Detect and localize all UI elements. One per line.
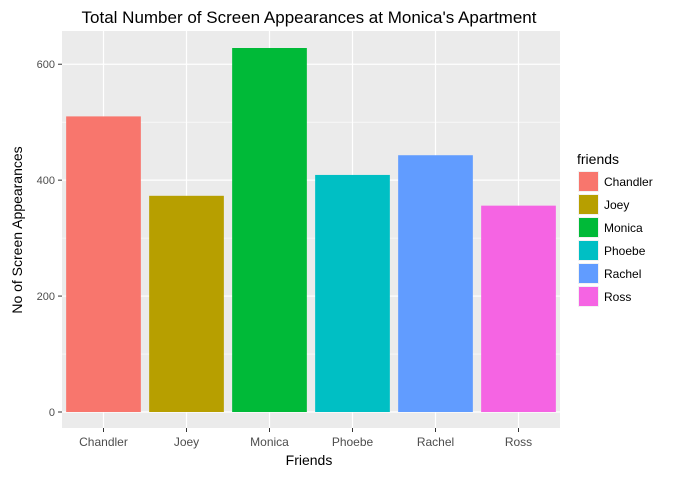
x-tick-label: Phoebe bbox=[332, 435, 374, 449]
legend-swatch-chandler bbox=[579, 172, 598, 191]
legend-label-joey: Joey bbox=[604, 198, 629, 212]
x-tick-label: Chandler bbox=[79, 435, 128, 449]
x-axis: Chandler Joey Monica Phoebe Rachel Ross bbox=[79, 428, 532, 449]
x-tick-label: Monica bbox=[250, 435, 289, 449]
y-tick-label: 200 bbox=[37, 291, 55, 303]
y-axis-title: No of Screen Appearances bbox=[9, 146, 25, 313]
y-tick-label: 600 bbox=[37, 59, 55, 71]
bar-rachel bbox=[398, 155, 473, 412]
x-tick-label: Rachel bbox=[417, 435, 454, 449]
legend-label-chandler: Chandler bbox=[604, 175, 653, 189]
bar-ross bbox=[481, 205, 556, 412]
legend-label-monica: Monica bbox=[604, 221, 643, 235]
legend-swatch-phoebe bbox=[579, 241, 598, 260]
bar-chandler bbox=[66, 116, 141, 413]
bar-phoebe bbox=[315, 174, 390, 412]
y-tick-label: 400 bbox=[37, 175, 55, 187]
legend-swatch-rachel bbox=[579, 264, 598, 283]
legend-label-rachel: Rachel bbox=[604, 267, 641, 281]
legend-swatch-joey bbox=[579, 195, 598, 214]
x-axis-title: Friends bbox=[286, 452, 333, 468]
y-tick-label: 0 bbox=[49, 407, 55, 419]
legend-swatch-ross bbox=[579, 287, 598, 306]
legend-swatch-monica bbox=[579, 218, 598, 237]
x-tick-label: Ross bbox=[505, 435, 532, 449]
legend-items: Chandler Joey Monica Phoebe Rachel Ross bbox=[578, 171, 653, 307]
legend-label-phoebe: Phoebe bbox=[604, 244, 646, 258]
minor-gridlines bbox=[62, 121, 560, 355]
y-axis: 0 200 400 600 bbox=[37, 59, 62, 419]
bars-group bbox=[66, 48, 556, 413]
bar-monica bbox=[232, 48, 307, 412]
plot-panel bbox=[62, 31, 560, 428]
x-tick-label: Joey bbox=[174, 435, 199, 449]
legend-title: friends bbox=[577, 151, 619, 167]
legend: friends Chandler Joey Monica Phoebe Rachel Ro… bbox=[577, 151, 653, 307]
bar-joey bbox=[149, 195, 224, 412]
chart-title: Total Number of Screen Appearances at Mo… bbox=[82, 8, 537, 27]
legend-label-ross: Ross bbox=[604, 290, 631, 304]
